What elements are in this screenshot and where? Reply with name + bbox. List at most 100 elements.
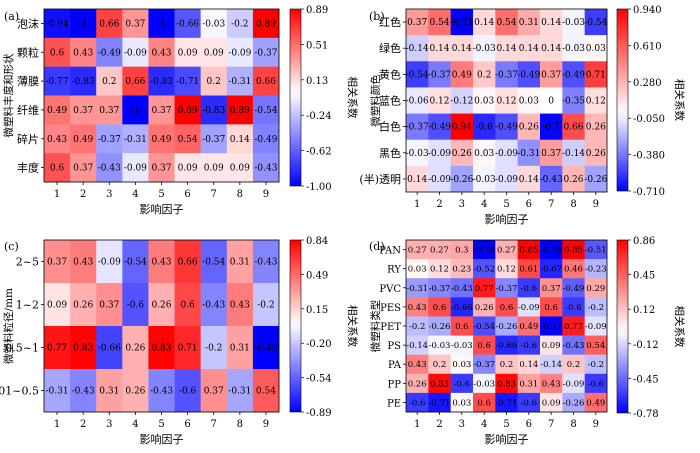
y-tick-label: PES — [380, 303, 401, 314]
cell-value-label: 0.23 — [452, 265, 471, 275]
cell-value-label: -1 — [157, 19, 166, 29]
cell-value-label: -0.67 — [540, 265, 562, 275]
cell-value-label: -0.6 — [179, 387, 197, 397]
cell-value-label: 0.03 — [474, 149, 494, 159]
cell-value-label: -0.2 — [257, 301, 274, 311]
heatmap-cell — [562, 87, 585, 114]
cell-value-label: 0.54 — [429, 18, 449, 28]
heatmap-cell — [495, 335, 518, 355]
heatmap-cell — [70, 124, 97, 154]
cell-value-label: -0.49 — [562, 70, 585, 80]
cell-value-label: -0.49 — [517, 70, 540, 80]
colorbar-tick-label: 0.940 — [633, 5, 662, 16]
y-tick-label: PA — [388, 360, 402, 371]
heatmap-cell — [96, 153, 123, 183]
y-tick-label: 黑色 — [379, 146, 401, 160]
heatmap-cell — [428, 113, 451, 141]
heatmap-cell — [517, 165, 541, 193]
cell-value-label: -0.03 — [429, 341, 451, 351]
heatmap-cell — [495, 373, 518, 394]
cell-value-label: 0.43 — [151, 48, 171, 58]
colorbar-tick-label: -0.380 — [633, 151, 665, 162]
x-tick-label: 1 — [54, 189, 60, 200]
colorbar-tick-label: -1.00 — [306, 182, 332, 193]
cell-value-label: -0.71 — [429, 398, 451, 408]
cell-value-label: 0.37 — [407, 18, 427, 28]
y-axis-label: 微塑料颜色 — [369, 74, 382, 127]
cell-value-label: 0.03 — [586, 44, 606, 54]
cell-value-label: -0.83 — [72, 77, 95, 87]
heatmap-cell — [495, 297, 518, 317]
cell-value-label: 0.12 — [586, 97, 606, 107]
y-tick-label: 红色 — [379, 15, 401, 29]
cell-value-label: -0.14 — [406, 44, 429, 54]
x-tick-label: 4 — [481, 419, 487, 430]
cell-value-label: 0.31 — [519, 18, 539, 28]
heatmap-cell — [584, 165, 608, 193]
cell-value-label: -0.12 — [450, 97, 473, 107]
heatmap-cell — [406, 61, 429, 88]
cell-value-label: 0.09 — [178, 164, 198, 174]
heatmap-cell — [562, 392, 585, 413]
cell-value-label: -0.2 — [588, 303, 604, 313]
cell-value-label: 0.26 — [151, 301, 171, 311]
heatmap-cell — [148, 369, 175, 413]
heatmap-cell — [148, 66, 175, 96]
y-tick-label: PAN — [379, 246, 401, 257]
colorbar — [616, 8, 629, 192]
cell-value-label: 0.31 — [230, 344, 250, 354]
cell-value-label: -0.03 — [202, 19, 225, 29]
cell-value-label: 0.77 — [47, 344, 67, 354]
heatmap-cell — [200, 153, 228, 183]
cell-value-label: 0.6 — [477, 398, 491, 408]
x-tick-label: 6 — [184, 419, 190, 430]
heatmap-cell — [450, 297, 474, 317]
cell-value-label: -0.37 — [495, 70, 518, 80]
cell-value-label: -0.43 — [202, 301, 225, 311]
cell-value-label: -0.14 — [562, 149, 585, 159]
heatmap-cell — [473, 35, 496, 62]
colorbar-tick-label: 0.610 — [633, 41, 662, 52]
heatmap-cell — [44, 9, 71, 39]
cell-value-label: -0.26 — [429, 322, 451, 332]
heatmap-cell — [122, 9, 149, 39]
cell-value-label: -0.83 — [150, 77, 173, 87]
heatmap-cell — [495, 9, 518, 36]
cell-value-label: 0.6 — [500, 303, 514, 313]
heatmap-cell — [406, 278, 429, 298]
heatmap-cell — [495, 61, 518, 88]
heatmap-cell — [148, 95, 175, 125]
cell-value-label: -0.37 — [429, 284, 451, 294]
heatmap-cell — [450, 113, 474, 141]
heatmap-cell — [148, 9, 175, 39]
cell-value-label: -0.66 — [98, 344, 121, 354]
heatmap-cell — [252, 37, 280, 67]
cell-value-label: 0.14 — [519, 44, 539, 54]
x-tick-label: 2 — [80, 189, 86, 200]
heatmap-cell — [517, 373, 541, 394]
cell-value-label: 0.26 — [73, 301, 93, 311]
cell-value-label: -0.03 — [406, 149, 429, 159]
heatmap-cell — [44, 283, 71, 327]
cell-value-label: -0.09 — [124, 164, 147, 174]
cell-value-label: 0.26 — [586, 149, 606, 159]
heatmap-cell — [200, 283, 228, 327]
heatmap-cell — [96, 240, 123, 284]
heatmap-cell — [122, 37, 149, 67]
y-tick-label: 颗粒 — [17, 45, 39, 59]
heatmap-cell — [473, 9, 496, 36]
cell-value-label: -0.26 — [584, 175, 607, 185]
heatmap-cell — [473, 373, 496, 394]
heatmap-cell — [584, 240, 608, 260]
heatmap-cell — [562, 61, 585, 88]
heatmap-cell — [517, 259, 541, 279]
heatmap-cell — [428, 297, 451, 317]
heatmap-panel-c: (c)0.37 0.43 -0.09 -0.54 0.43 0.66 -0.54 0.31 -0… — [0, 236, 359, 446]
y-tick-label: 薄膜 — [17, 74, 39, 88]
heatmap-cell — [540, 240, 563, 260]
cell-value-label: -0.37 — [496, 284, 518, 294]
cell-value-label: 0.09 — [542, 398, 561, 408]
heatmap-cell — [540, 35, 563, 62]
heatmap-cell — [584, 87, 608, 114]
cell-value-label: 0.12 — [496, 97, 516, 107]
